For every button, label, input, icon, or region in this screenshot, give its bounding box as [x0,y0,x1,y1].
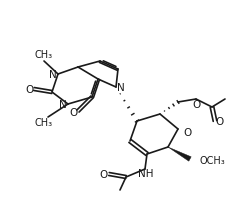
Text: CH₃: CH₃ [35,117,53,127]
Text: N: N [59,100,67,109]
Text: O: O [183,127,191,137]
Text: O: O [100,169,108,179]
Text: O: O [69,107,77,117]
Text: CH₃: CH₃ [35,50,53,60]
Polygon shape [168,147,191,161]
Text: N: N [49,70,57,80]
Text: N: N [117,83,125,93]
Text: NH: NH [138,168,154,178]
Text: O: O [25,85,33,95]
Text: O: O [216,116,224,126]
Text: O: O [193,100,201,109]
Text: OCH₃: OCH₃ [200,155,226,165]
